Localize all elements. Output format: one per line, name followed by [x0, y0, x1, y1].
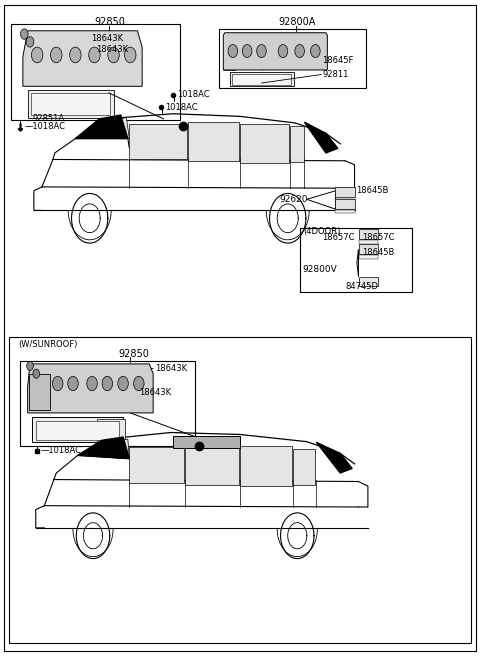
Polygon shape: [23, 31, 142, 87]
Bar: [336, 199, 355, 201]
Bar: [240, 445, 292, 486]
Bar: [129, 123, 187, 159]
Text: 92851A: 92851A: [33, 114, 64, 123]
Circle shape: [228, 45, 238, 58]
Circle shape: [257, 45, 266, 58]
Text: 18645F: 18645F: [322, 56, 353, 65]
Circle shape: [89, 47, 100, 63]
Circle shape: [311, 45, 320, 58]
Bar: [224, 62, 235, 70]
Circle shape: [87, 377, 97, 391]
Polygon shape: [304, 122, 338, 153]
Text: 92800V: 92800V: [302, 265, 337, 274]
Text: 18645B: 18645B: [356, 186, 388, 195]
Bar: [31, 94, 110, 115]
Polygon shape: [223, 33, 327, 70]
Circle shape: [118, 377, 128, 391]
Polygon shape: [316, 442, 352, 473]
Bar: [293, 449, 315, 485]
Polygon shape: [28, 364, 153, 413]
Bar: [218, 29, 366, 88]
Text: 92850: 92850: [118, 349, 149, 359]
Circle shape: [33, 369, 39, 379]
Circle shape: [36, 377, 47, 391]
Circle shape: [21, 29, 28, 39]
Bar: [129, 447, 184, 483]
Circle shape: [70, 47, 81, 63]
Bar: [97, 419, 125, 443]
Circle shape: [124, 47, 136, 63]
Text: 1018AC: 1018AC: [165, 103, 198, 112]
Bar: [185, 445, 239, 485]
Polygon shape: [75, 115, 128, 138]
Bar: [360, 241, 378, 244]
Bar: [229, 72, 294, 87]
Text: 1018AC: 1018AC: [177, 91, 210, 99]
Circle shape: [52, 377, 63, 391]
Polygon shape: [110, 439, 129, 459]
Text: —1018AC: —1018AC: [41, 446, 82, 455]
Bar: [336, 199, 355, 209]
Circle shape: [102, 377, 113, 391]
Bar: [290, 126, 304, 162]
Bar: [28, 91, 114, 117]
Text: 18643K: 18643K: [91, 34, 123, 43]
Text: (4DOOR): (4DOOR): [303, 227, 340, 236]
Bar: [336, 211, 355, 213]
Circle shape: [26, 37, 34, 47]
Text: 18643K: 18643K: [139, 388, 171, 396]
Bar: [33, 417, 123, 442]
Text: 92620: 92620: [279, 195, 308, 204]
Circle shape: [50, 47, 62, 63]
Text: 84745D: 84745D: [345, 281, 378, 291]
Circle shape: [32, 47, 43, 63]
Text: —1018AC: —1018AC: [24, 122, 65, 131]
Text: 18643K: 18643K: [96, 45, 128, 54]
Bar: [9, 337, 471, 643]
Bar: [240, 124, 289, 163]
Text: 18657C: 18657C: [322, 234, 355, 242]
Text: 92850: 92850: [95, 17, 125, 28]
Text: 92800A: 92800A: [278, 17, 315, 28]
Bar: [360, 277, 378, 285]
Circle shape: [108, 47, 119, 63]
Circle shape: [295, 45, 304, 58]
Bar: [300, 228, 412, 292]
Text: 92811: 92811: [322, 70, 348, 79]
Text: 18657C: 18657C: [362, 234, 394, 242]
Bar: [336, 187, 355, 197]
Text: 18645B: 18645B: [362, 248, 394, 256]
Bar: [232, 74, 291, 85]
Bar: [360, 255, 378, 258]
Bar: [36, 420, 119, 440]
Text: 18643K: 18643K: [155, 364, 187, 373]
Text: (W/SUNROOF): (W/SUNROOF): [18, 340, 77, 349]
Bar: [360, 245, 378, 254]
Polygon shape: [108, 117, 129, 138]
Bar: [188, 122, 239, 161]
Circle shape: [68, 377, 78, 391]
Polygon shape: [78, 437, 129, 459]
Bar: [29, 375, 50, 410]
Circle shape: [242, 45, 252, 58]
Bar: [360, 230, 378, 239]
Bar: [173, 436, 240, 448]
Bar: [11, 24, 180, 120]
Circle shape: [278, 45, 288, 58]
Bar: [21, 361, 195, 445]
Circle shape: [133, 377, 144, 391]
Circle shape: [27, 361, 34, 371]
